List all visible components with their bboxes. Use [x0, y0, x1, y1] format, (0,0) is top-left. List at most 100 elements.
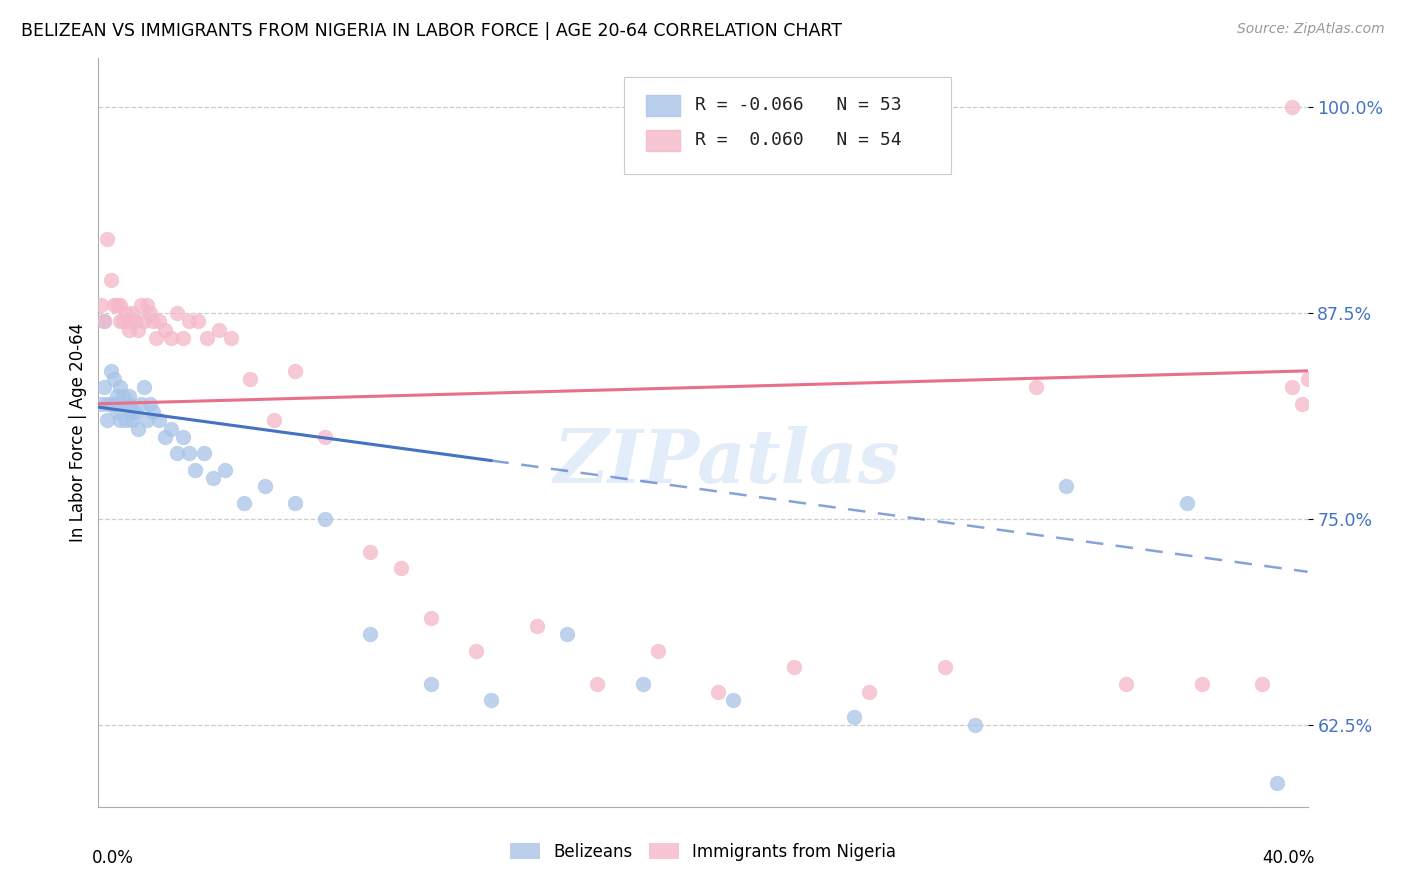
Point [1115, 677, 1137, 691]
Text: Source: ZipAtlas.com: Source: ZipAtlas.com [1237, 22, 1385, 37]
Point [100, 273, 122, 287]
Point [284, 364, 307, 378]
Point [172, 430, 194, 444]
Point [103, 372, 125, 386]
Point [93, 314, 115, 328]
Point [844, 709, 866, 723]
Point [142, 405, 165, 419]
Point [96, 232, 118, 246]
Point [360, 627, 382, 641]
Point [208, 323, 231, 337]
Point [96, 413, 118, 427]
Point [707, 685, 730, 699]
Point [132, 314, 155, 328]
Point [103, 298, 125, 312]
Point [526, 619, 548, 633]
Point [100, 364, 122, 378]
Point [121, 306, 143, 320]
Point [647, 644, 669, 658]
Text: BELIZEAN VS IMMIGRANTS FROM NIGERIA IN LABOR FORCE | AGE 20-64 CORRELATION CHART: BELIZEAN VS IMMIGRANTS FROM NIGERIA IN L… [21, 22, 842, 40]
Point [105, 388, 128, 402]
Point [195, 331, 218, 345]
Point [96, 397, 118, 411]
Point [108, 298, 131, 312]
Point [139, 306, 162, 320]
Point [586, 677, 609, 691]
Point [965, 718, 987, 732]
Point [118, 388, 141, 402]
Point [139, 397, 162, 411]
Point [114, 413, 136, 427]
Point [121, 405, 143, 419]
Point [420, 677, 443, 691]
Point [135, 298, 157, 312]
Point [389, 561, 412, 575]
Point [108, 413, 131, 427]
Bar [647, 95, 681, 116]
Point [132, 380, 155, 394]
Point [100, 397, 122, 411]
Point [172, 331, 194, 345]
Point [314, 430, 336, 444]
Point [858, 685, 880, 699]
Point [184, 463, 207, 477]
Point [114, 397, 136, 411]
Point [93, 314, 115, 328]
Point [465, 644, 488, 658]
Point [193, 446, 215, 460]
Point [153, 430, 176, 444]
Point [108, 314, 131, 328]
Point [284, 495, 307, 509]
Point [129, 298, 152, 312]
Point [118, 323, 141, 337]
Point [108, 380, 131, 394]
Point [129, 397, 152, 411]
Point [121, 413, 143, 427]
Point [481, 693, 503, 707]
Point [1054, 479, 1077, 493]
Point [253, 479, 276, 493]
Point [103, 397, 125, 411]
Point [314, 512, 336, 526]
Point [1281, 380, 1303, 394]
Point [555, 627, 578, 641]
Point [1024, 380, 1046, 394]
Y-axis label: In Labor Force | Age 20-64: In Labor Force | Age 20-64 [69, 323, 87, 542]
Point [127, 323, 149, 337]
Point [1291, 397, 1313, 411]
Point [232, 495, 254, 509]
Point [166, 306, 188, 320]
Text: 40.0%: 40.0% [1263, 849, 1315, 867]
Point [127, 421, 149, 435]
Point [111, 397, 134, 411]
Point [631, 677, 654, 691]
Point [111, 388, 134, 402]
Point [1175, 495, 1198, 509]
Point [105, 298, 128, 312]
Point [166, 446, 188, 460]
Bar [647, 130, 681, 151]
Point [1251, 677, 1274, 691]
Point [221, 331, 243, 345]
Point [187, 314, 209, 328]
Point [1191, 677, 1213, 691]
Point [142, 314, 165, 328]
Point [111, 314, 134, 328]
Point [179, 446, 201, 460]
Point [153, 323, 176, 337]
Point [114, 306, 136, 320]
Point [160, 331, 183, 345]
Point [124, 405, 146, 419]
Point [124, 314, 146, 328]
Point [202, 471, 225, 485]
Point [93, 380, 115, 394]
Point [1296, 372, 1319, 386]
Point [239, 372, 262, 386]
Point [263, 413, 285, 427]
Point [723, 693, 745, 707]
Point [90, 298, 112, 312]
Point [1267, 775, 1289, 789]
Point [160, 421, 183, 435]
Point [148, 314, 170, 328]
Point [420, 611, 443, 625]
